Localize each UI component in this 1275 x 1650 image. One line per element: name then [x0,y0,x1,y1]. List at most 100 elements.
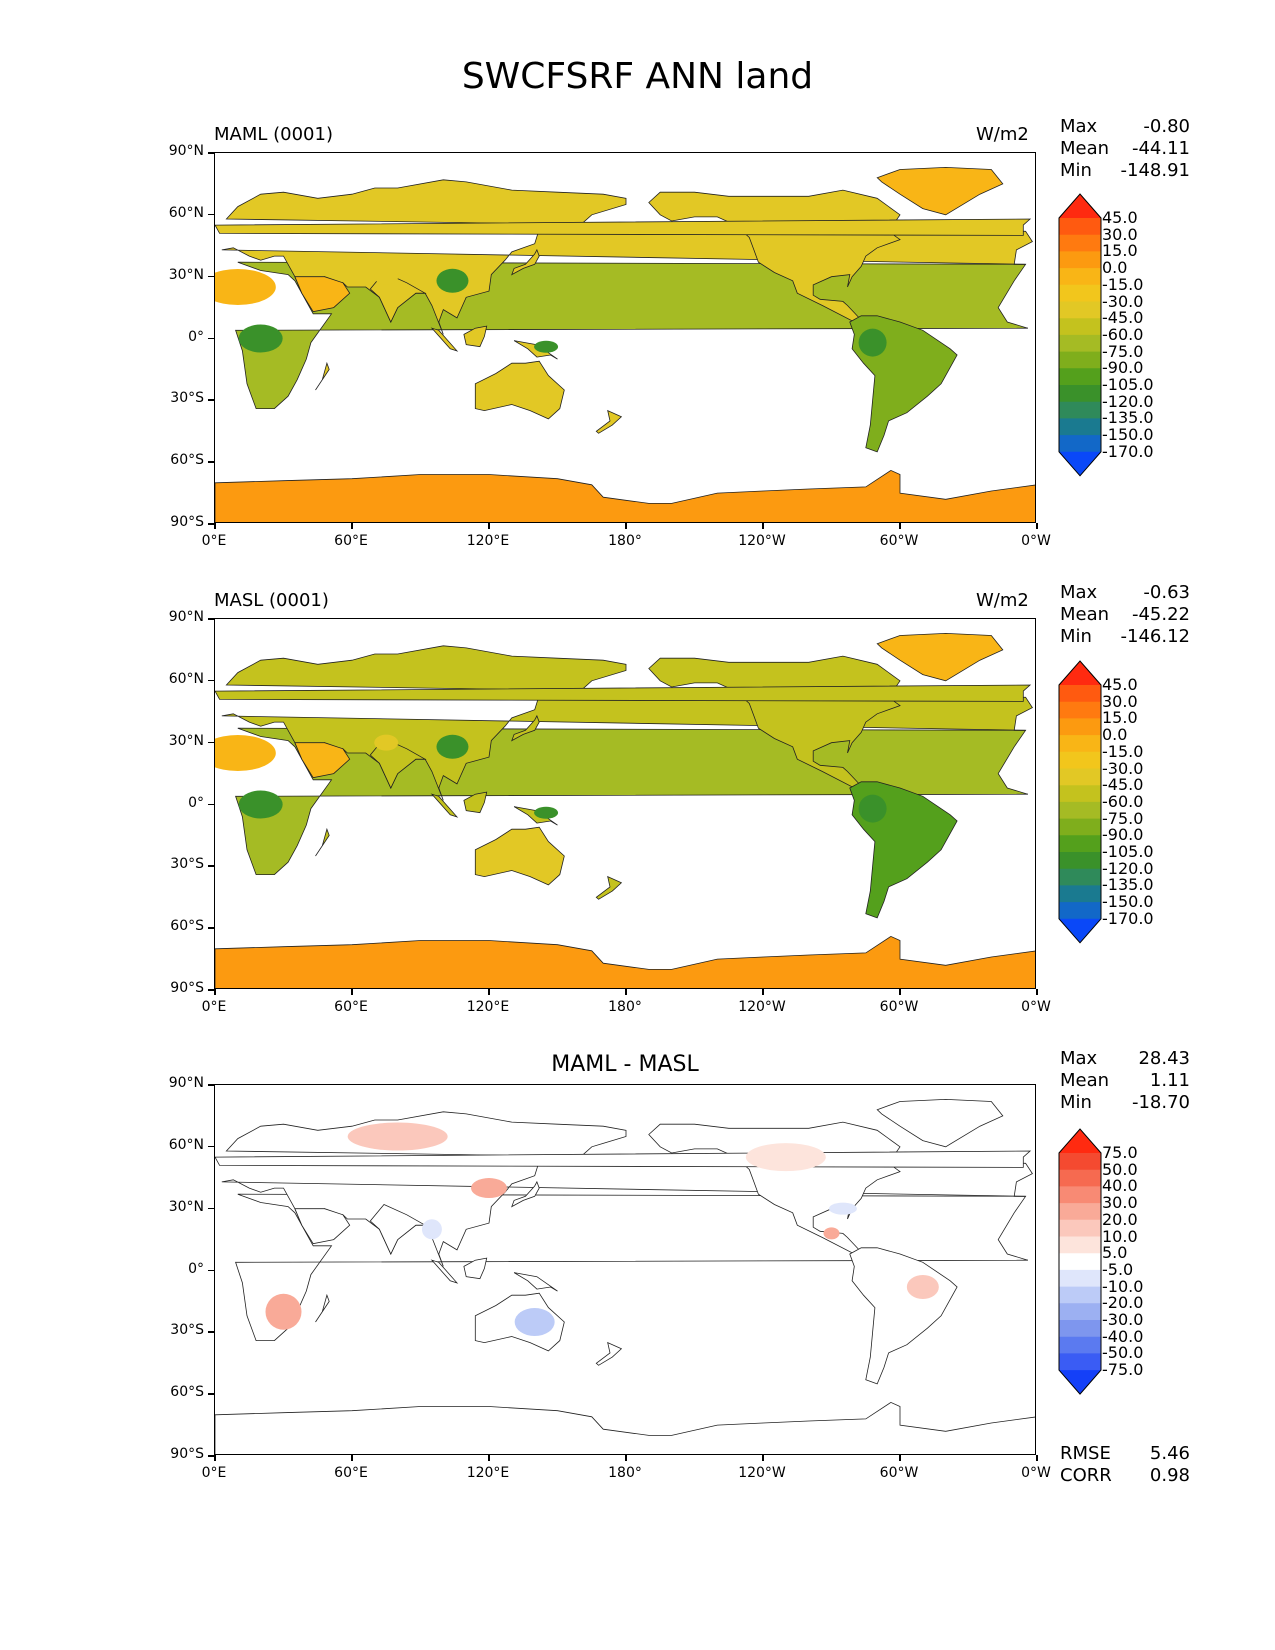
landmass-borneo [463,325,488,348]
colorbar-segment [1059,1203,1101,1221]
stats-block: Max -0.63 Mean -45.22 Min -146.12 [1060,582,1190,648]
x-tick-mark [899,989,901,995]
map-svg [215,632,1035,988]
stat-min-label: Min [1060,626,1092,647]
x-tick-label: 120°W [738,999,786,1015]
colorbar-segment [1059,1153,1101,1171]
stat-max-value: 28.43 [1138,1048,1190,1069]
colorbar-tick-label: -105.0 [1102,842,1154,861]
stat-corr-label: CORR [1060,1465,1112,1486]
colorbar-tick-label: -5.0 [1102,1259,1134,1279]
colorbar-segment [1059,1253,1101,1271]
stat-min-label: Min [1060,1092,1092,1113]
colorbar-segment [1059,234,1101,252]
y-tick-label: 90°N [168,143,204,159]
colorbar-tick-label: 40.0 [1102,1176,1138,1196]
colorbar-tick-label: -135.0 [1102,408,1154,428]
y-tick-label: 60°N [168,670,204,687]
units-label: W/m2 [976,124,1029,145]
colorbar-tick-label: -170.0 [1102,908,1154,928]
x-tick-mark [488,523,490,529]
map-svg [215,1098,1035,1454]
colorbar-segment [1059,868,1101,886]
stat-min: Min -18.70 [1060,1092,1190,1114]
landmass-sumatra [430,793,459,818]
y-tick-mark [208,1145,214,1148]
colorbar-tick-label: -60.0 [1102,324,1144,344]
x-tick-label: 0°E [201,1465,227,1481]
landmass-uk [215,1150,1032,1168]
x-tick-label: 60°E [334,533,368,549]
colorbar-tick-label: -75.0 [1102,341,1144,361]
x-tick-label: 180° [608,1465,642,1481]
colorbar-segment [1059,685,1101,703]
colorbar-tick-label: 45.0 [1102,208,1138,227]
colorbar-tick-label: -120.0 [1102,391,1154,411]
y-tick-mark [208,679,214,682]
stat-rmse-value: 5.46 [1149,1443,1190,1464]
stat-max-label: Max [1060,116,1098,137]
colorbar-segment [1059,801,1101,820]
colorbar-svg [1058,193,1102,477]
colorbar-tick-label: 5.0 [1102,1243,1128,1263]
newguinea-region [534,806,559,819]
colorbar-tick-label: -30.0 [1102,758,1144,778]
stat-min: Min -148.91 [1060,160,1190,182]
colorbar-segment [1059,284,1101,302]
x-tick-mark [625,1455,627,1461]
landmass-australia [474,826,565,886]
landmass-uk [215,218,1032,236]
colorbar-segment [1059,1169,1101,1187]
x-tick-label: 60°W [879,1465,919,1481]
map-svg [215,166,1035,522]
y-tick-label: 0° [188,328,204,345]
x-tick-label: 0°E [201,533,227,549]
y-tick-mark [208,803,214,805]
stat-max-label: Max [1060,1048,1098,1069]
landmass-japan [511,1180,540,1208]
units-label: W/m2 [976,590,1029,611]
colorbar-bottom-extend [1059,1370,1101,1395]
colorbar-segment [1059,718,1101,736]
landmass-arabia [294,1208,351,1245]
y-tick-label: 60°S [170,1384,204,1401]
colorbar-segment [1059,301,1101,319]
stat-max: Max 28.43 [1060,1048,1190,1070]
x-tick-label: 120°W [738,533,786,549]
colorbar-segment [1059,385,1101,403]
x-tick-label: 0°W [1021,999,1051,1015]
colorbar-tick-label: 30.0 [1102,224,1138,244]
colorbar: 75.0 50.0 40.0 30.0 20.0 10.0 5.0 -5.0 -10.0 -20.… [1058,1128,1143,1399]
colorbar-tick-label: -75.0 [1102,1360,1144,1380]
y-tick-label: 30°S [170,856,204,873]
y-tick-label: 30°S [170,390,204,407]
colorbar-bottom-extend [1059,451,1101,476]
colorbar-tick-label: -45.0 [1102,308,1144,328]
colorbar-tick-label: -15.0 [1102,741,1144,761]
stat-min-value: -146.12 [1120,626,1190,647]
y-tick-label: 30°S [170,1322,204,1339]
stat-min-value: -148.91 [1120,160,1190,181]
x-tick-mark [1036,523,1038,529]
colorbar-tick-label: 30.0 [1102,691,1138,711]
x-tick-mark [625,989,627,995]
stat-min: Min -146.12 [1060,626,1190,648]
stat-max-value: -0.63 [1143,582,1190,603]
landmass-india [369,1204,427,1255]
landmass-madagascar [315,361,330,391]
colorbar-tick-label: -15.0 [1102,274,1144,294]
sahara-region [215,734,276,771]
sahara-region [215,268,276,305]
stat-max-label: Max [1060,582,1098,603]
landmass-greenland [876,1098,1004,1148]
landmass-australia [474,360,565,420]
tibet-region [374,268,399,285]
y-tick-label: 90°S [170,514,204,530]
x-tick-label: 60°W [879,999,919,1015]
landmass-sumatra [430,327,459,352]
colorbar-tick-label: 45.0 [1102,675,1138,694]
map-panel [214,1084,1036,1455]
colorbar-tick-label: -50.0 [1102,1343,1144,1363]
colorbar-tick-label: -40.0 [1102,1326,1144,1346]
colorbar-segment [1059,418,1101,436]
